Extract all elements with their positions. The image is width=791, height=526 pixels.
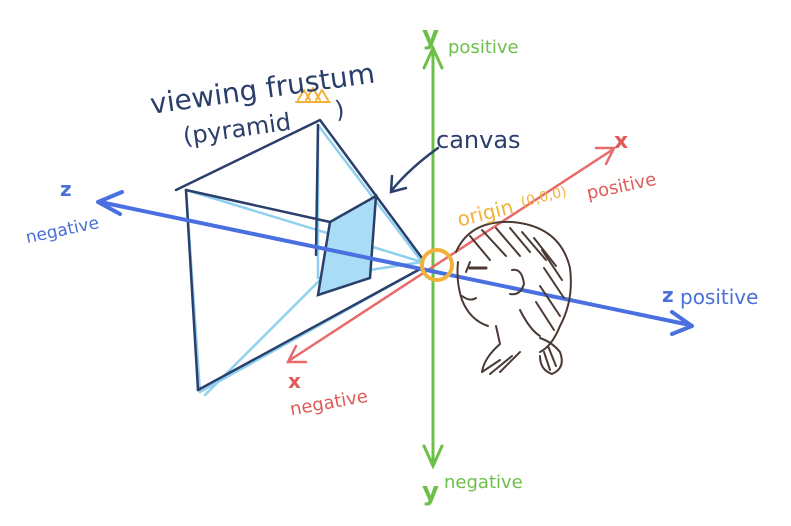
viewer-person-sketch — [455, 220, 572, 375]
y-axis-letter-bottom: y — [422, 477, 439, 507]
canvas-pointer-arrow — [389, 146, 440, 194]
z-axis-letter-left: z — [60, 177, 72, 201]
y-positive-label: positive — [448, 37, 519, 58]
origin-marker — [420, 248, 454, 282]
z-axis — [96, 190, 694, 336]
z-positive-label: positive — [680, 285, 758, 309]
y-axis — [422, 44, 444, 470]
z-negative-label: negative — [24, 213, 101, 248]
y-axis-letter-top: y — [422, 21, 439, 51]
title-paren-close: ) — [333, 95, 346, 124]
canvas-label: canvas — [436, 126, 521, 154]
canvas-plane — [316, 193, 378, 297]
x-axis-letter-left: x — [288, 369, 301, 393]
origin-coords-label: (0,0,0) — [519, 184, 568, 211]
frustum-navy-edges — [174, 118, 424, 392]
z-axis-letter-right: z — [662, 283, 674, 307]
x-axis-letter-right: x — [614, 129, 628, 154]
pyramid-doodle-icon — [295, 87, 331, 103]
y-negative-label: negative — [444, 472, 523, 493]
x-positive-label: positive — [585, 169, 658, 204]
x-axis — [285, 146, 617, 364]
